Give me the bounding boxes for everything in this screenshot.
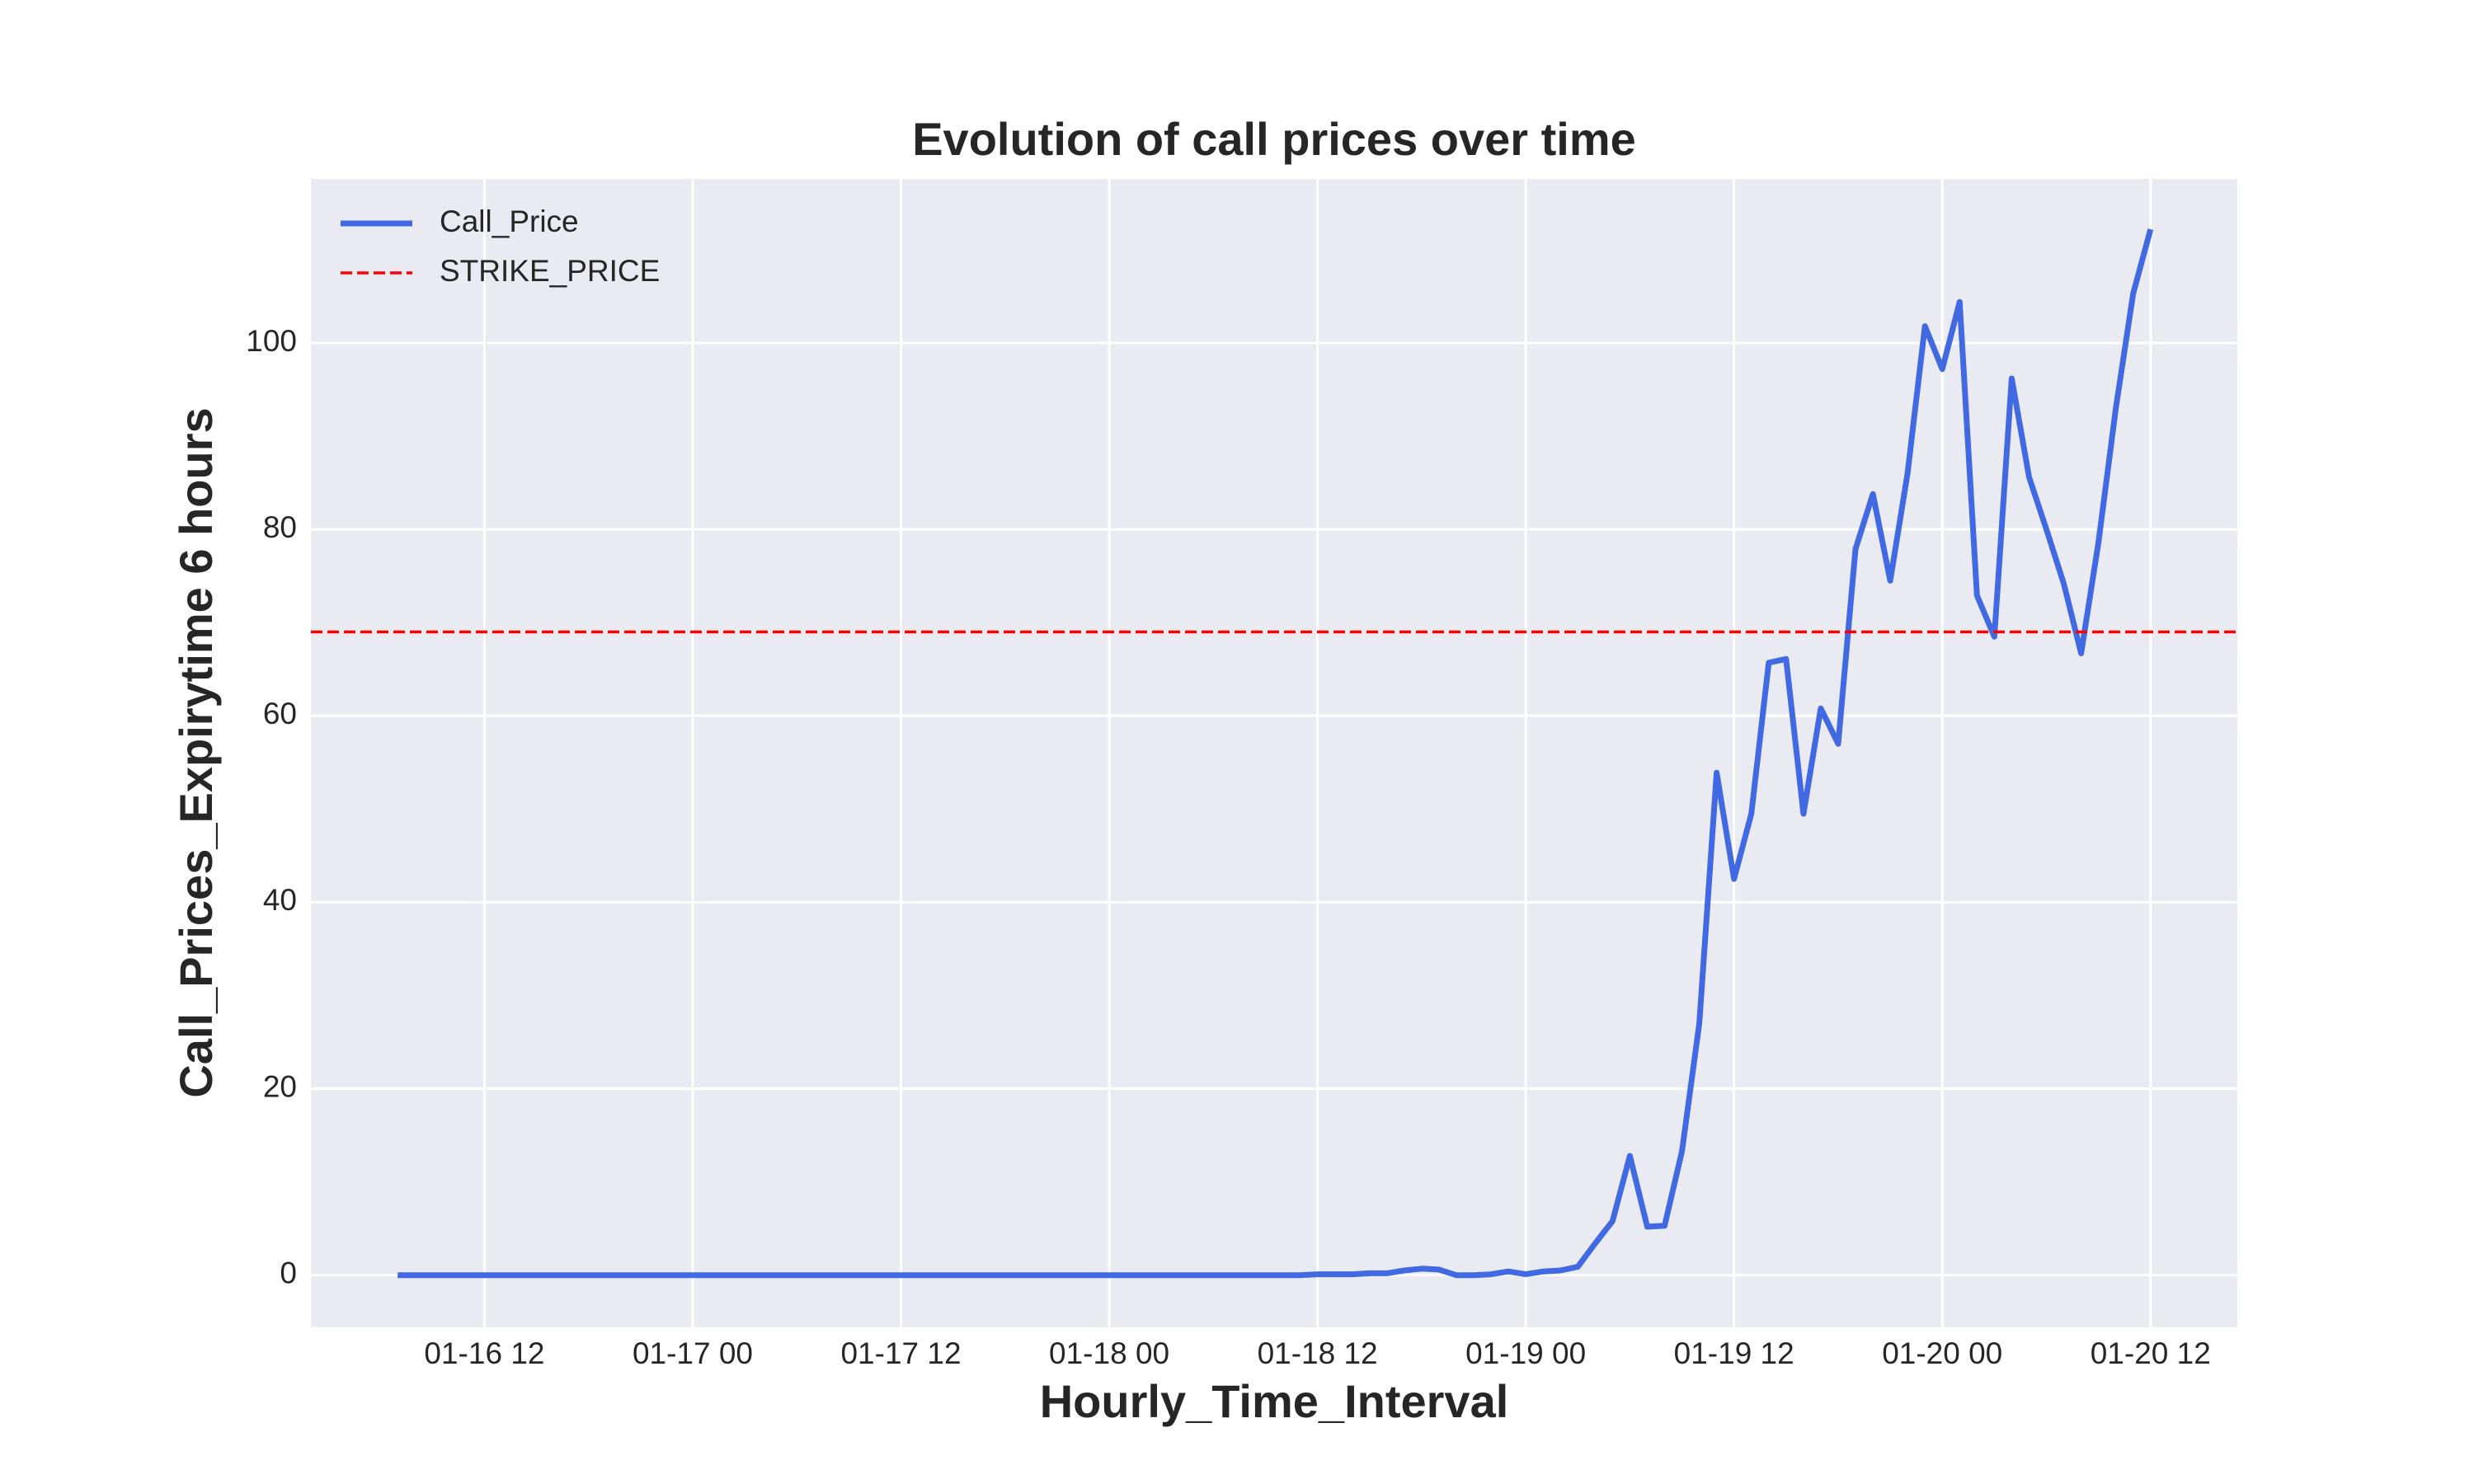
y-tick-label: 100	[246, 324, 297, 358]
x-tick-label: 01-18 12	[1258, 1336, 1378, 1370]
grid	[311, 179, 2237, 1327]
x-tick-label: 01-19 12	[1674, 1336, 1794, 1370]
y-tick-label: 20	[263, 1069, 297, 1103]
legend: Call_Price STRIKE_PRICE	[341, 204, 660, 288]
y-tick-label: 0	[280, 1256, 297, 1289]
x-tick-label: 01-18 00	[1049, 1336, 1169, 1370]
y-axis-label: Call_Prices_Expirytime 6 hours	[170, 407, 222, 1097]
x-tick-label: 01-17 12	[840, 1336, 961, 1370]
y-tick-label: 40	[263, 883, 297, 917]
plot-area	[311, 179, 2237, 1327]
x-tick-label: 01-16 12	[424, 1336, 544, 1370]
marks	[311, 228, 2237, 1279]
line-series	[397, 228, 2154, 1279]
x-tick-label: 01-20 12	[2091, 1336, 2211, 1370]
y-tick-label: 60	[263, 697, 297, 730]
x-tick-label: 01-17 00	[633, 1336, 753, 1370]
x-tick-label: 01-19 00	[1465, 1336, 1586, 1370]
y-tick-label: 80	[263, 510, 297, 544]
chart-title: Evolution of call prices over time	[912, 113, 1636, 165]
legend-label: Call_Price	[440, 204, 579, 238]
legend-label: STRIKE_PRICE	[440, 254, 660, 288]
x-axis-label: Hourly_Time_Interval	[1040, 1375, 1509, 1427]
x-tick-label: 01-20 00	[1882, 1336, 2002, 1370]
